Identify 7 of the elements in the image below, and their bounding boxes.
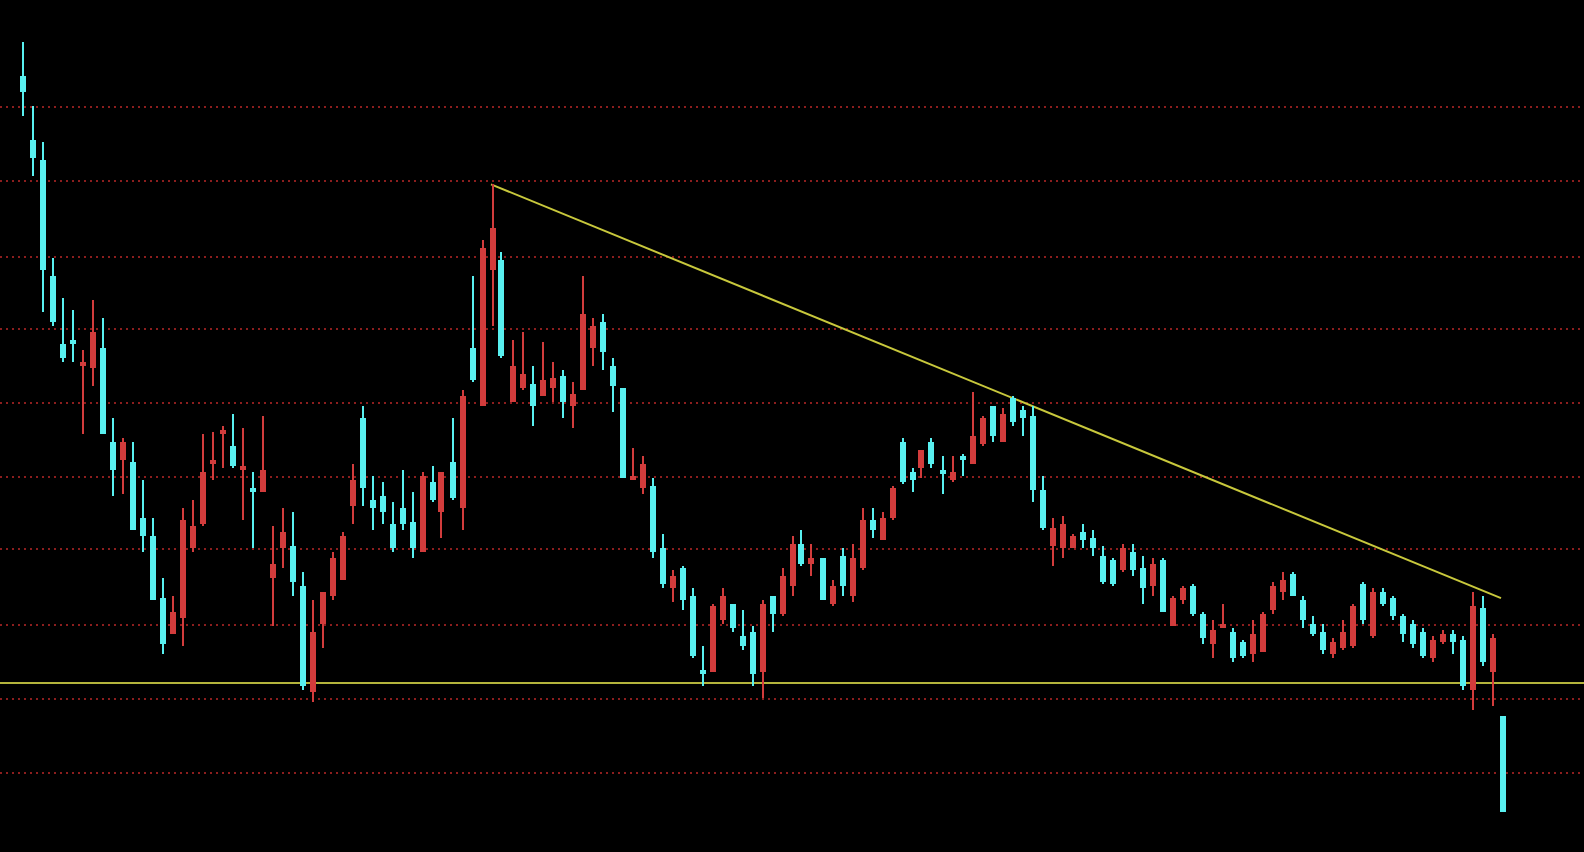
candlestick	[210, 432, 216, 480]
candlestick	[240, 428, 246, 520]
candlestick	[700, 646, 706, 686]
candlestick	[70, 310, 76, 362]
candlestick	[220, 426, 226, 468]
candlestick	[250, 472, 256, 548]
candlestick	[80, 350, 86, 434]
